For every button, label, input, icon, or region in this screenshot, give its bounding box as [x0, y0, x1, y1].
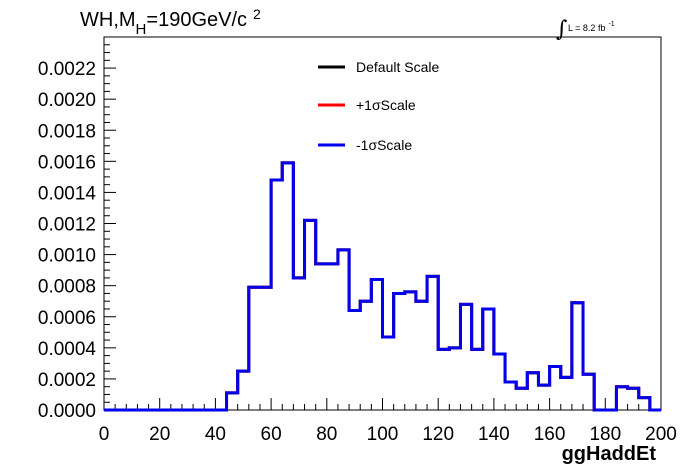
- x-tick-label: 60: [261, 424, 282, 445]
- x-tick-label: 160: [534, 424, 566, 445]
- x-tick-label: 200: [645, 424, 677, 445]
- legend-label-0: Default Scale: [356, 59, 439, 75]
- y-tick-label: 0.0004: [38, 339, 97, 360]
- x-tick-label: 120: [422, 424, 454, 445]
- y-tick-label: 0.0000: [38, 401, 96, 422]
- x-axis: 0 20 40 60 80 100 120 140 160 180 200: [99, 398, 677, 445]
- y-tick-label: 0.0006: [38, 308, 96, 329]
- x-tick-label: 0: [99, 424, 110, 445]
- y-tick-label: 0.0022: [38, 59, 96, 80]
- series-layer: [104, 161, 661, 412]
- y-tick-label: 0.0008: [38, 277, 96, 298]
- x-tick-label: 180: [589, 424, 621, 445]
- chart-title-rest: =190GeV/c: [146, 9, 247, 31]
- y-tick-label: 0.0020: [38, 90, 96, 111]
- luminosity-text: L = 8.2 fb: [568, 23, 605, 33]
- luminosity-label: L = 8.2 fb -1: [568, 21, 615, 33]
- y-tick-label: 0.0014: [38, 183, 97, 204]
- x-tick-label: 100: [367, 424, 399, 445]
- chart-title-main: WH,M: [80, 9, 136, 31]
- x-tick-label: 20: [149, 424, 170, 445]
- plot-frame: [103, 36, 662, 411]
- y-tick-label: 0.0018: [38, 121, 96, 142]
- y-axis: 0.0000 0.0002 0.0004 0.0006 0.0008 0.0010 0.00…: [38, 36, 116, 422]
- chart-title: WH,MH=190GeV/c 2: [80, 6, 261, 38]
- luminosity-integral-icon: ∫: [556, 17, 568, 42]
- y-tick-label: 0.0010: [38, 246, 96, 267]
- legend-label-1: +1σScale: [356, 97, 416, 113]
- x-tick-label: 80: [316, 424, 337, 445]
- chart-title-subscript: H: [136, 21, 147, 38]
- y-tick-label: 0.0002: [38, 370, 96, 391]
- legend-label-2: -1σScale: [356, 137, 412, 153]
- luminosity-superscript: -1: [608, 21, 614, 28]
- x-tick-label: 140: [478, 424, 510, 445]
- y-tick-label: 0.0012: [38, 215, 96, 236]
- x-axis-label: ggHaddEt: [562, 443, 657, 465]
- legend: Default Scale +1σScale -1σScale: [318, 59, 439, 153]
- x-tick-label: 40: [205, 424, 226, 445]
- series-line-2: [104, 161, 661, 412]
- chart-title-superscript: 2: [253, 6, 261, 22]
- y-tick-label: 0.0016: [38, 152, 96, 173]
